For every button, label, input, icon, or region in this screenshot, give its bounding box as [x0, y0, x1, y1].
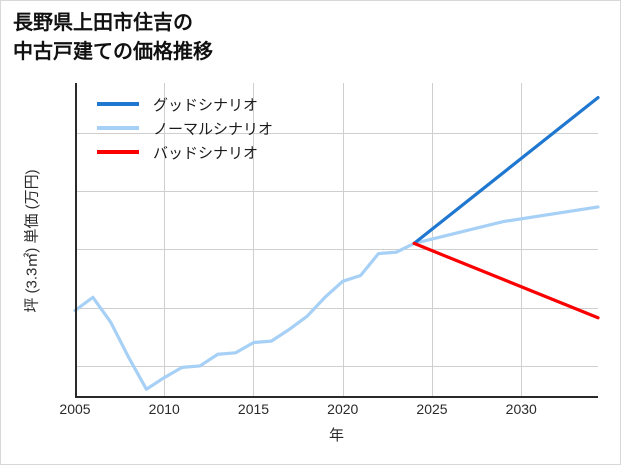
series-lines — [73, 95, 600, 391]
chart-legend: グッドシナリオ ノーマルシナリオ バッドシナリオ — [97, 92, 357, 164]
gridline-horizontal — [75, 365, 598, 367]
gridline-horizontal — [75, 132, 598, 134]
gridline-vertical — [253, 83, 255, 398]
legend-label: バッドシナリオ — [153, 144, 259, 162]
legend-item: ノーマルシナリオ — [97, 116, 357, 140]
x-tick-label: 2020 — [327, 401, 359, 417]
series-line — [73, 205, 600, 391]
gridline-vertical — [521, 83, 523, 398]
series-line — [412, 241, 600, 320]
gridline-vertical — [164, 83, 166, 398]
legend-label: グッドシナリオ — [153, 96, 259, 114]
y-axis-label-text: 坪 (3.3㎡) 単価 (万円) — [23, 169, 41, 313]
legend-swatch — [97, 126, 139, 130]
x-tick-label: 2010 — [148, 401, 180, 417]
gridline-horizontal — [75, 190, 598, 192]
legend-swatch — [97, 150, 139, 154]
x-tick-label: 2025 — [416, 401, 448, 417]
legend-swatch — [97, 102, 139, 106]
gridline-vertical — [342, 83, 344, 398]
gridline-horizontal — [75, 249, 598, 251]
x-tick-label: 2015 — [237, 401, 270, 417]
x-tick-label: 2030 — [505, 401, 537, 417]
series-line — [412, 95, 600, 246]
y-axis-label: 坪 (3.3㎡) 単価 (万円) — [19, 91, 43, 391]
legend-label: ノーマルシナリオ — [153, 120, 274, 138]
legend-item: グッドシナリオ — [97, 92, 357, 116]
x-tick-label: 2005 — [59, 401, 91, 417]
x-axis-label: 年 — [328, 427, 344, 444]
chart-title: 長野県上田市住吉の 中古戸建ての価格推移 — [13, 12, 213, 63]
plot-frame — [75, 83, 598, 398]
legend-item: バッドシナリオ — [97, 140, 357, 164]
gridline-horizontal — [75, 307, 598, 309]
